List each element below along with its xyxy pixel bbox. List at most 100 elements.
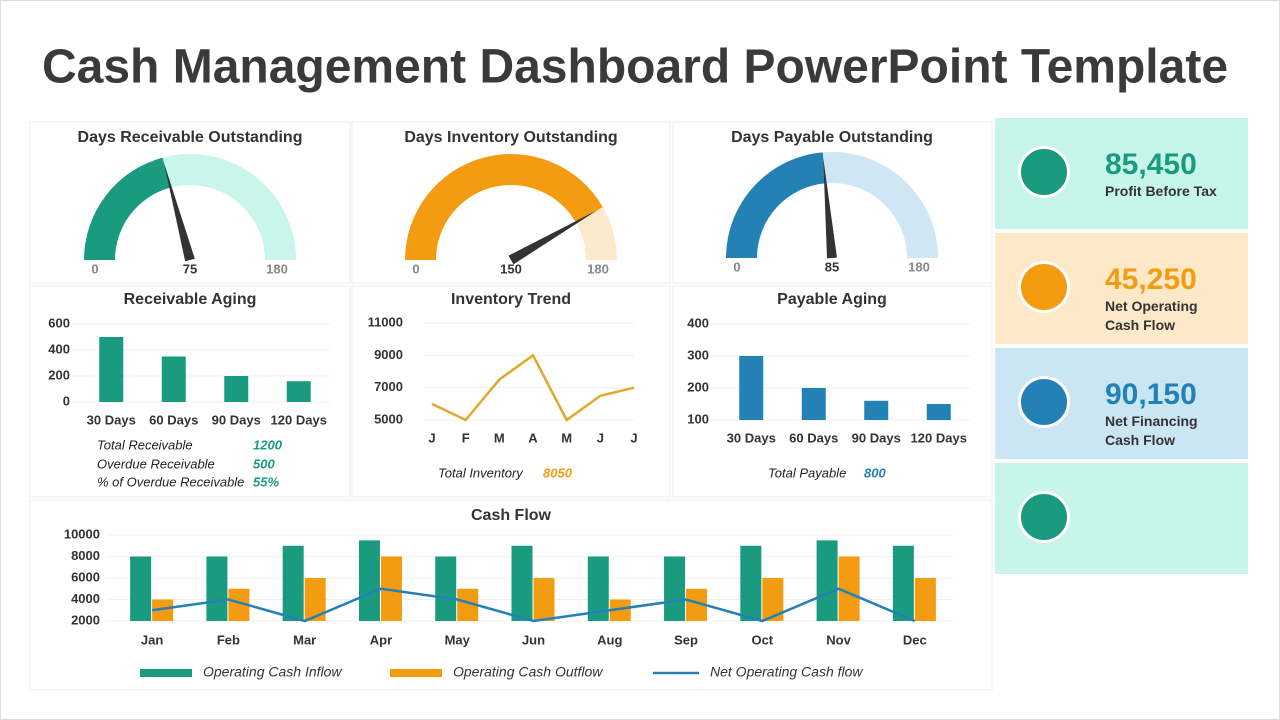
chart-title: Inventory Trend [451, 291, 571, 308]
bar [686, 588, 708, 621]
panel [351, 121, 671, 284]
x-tick-label: 60 Days [149, 412, 198, 427]
chart-title: Days Payable Outstanding [731, 129, 933, 146]
line [151, 587, 916, 623]
bar [739, 356, 764, 420]
summary-value: 8050 [543, 465, 573, 480]
bar [609, 599, 631, 621]
x-tick-label: Feb [217, 632, 240, 647]
y-tick-label: 5000 [374, 411, 403, 426]
y-tick-label: 400 [48, 341, 70, 356]
page-title: Cash Management Dashboard PowerPoint Tem… [42, 41, 1228, 94]
kpi-card: 90,150 Net Financing Cash Flow [995, 348, 1248, 459]
summary-value: 1200 [253, 437, 283, 452]
kpi-icon [1018, 491, 1070, 543]
chart-title: Cash Flow [471, 507, 552, 524]
gauge-max: 180 [587, 261, 609, 276]
gauge-fill [726, 152, 826, 258]
chart-title: Receivable Aging [124, 291, 257, 308]
y-tick-label: 8000 [71, 548, 100, 563]
kpi-card [995, 463, 1248, 574]
legend-label: Operating Cash Outflow [453, 664, 603, 680]
chart-title: Days Inventory Outstanding [404, 129, 617, 146]
kpi-value: 45,250 [1105, 263, 1197, 296]
x-tick-label: Jan [141, 632, 163, 647]
bar [587, 556, 609, 621]
x-tick-label: F [462, 430, 470, 445]
bar [206, 556, 228, 621]
bar [99, 337, 124, 402]
y-tick-label: 0 [63, 393, 70, 408]
gauge-min: 0 [733, 259, 740, 274]
x-tick-label: Apr [370, 632, 392, 647]
gauge-min: 0 [412, 261, 419, 276]
summary-value: 800 [864, 465, 886, 480]
summary-label: % of Overdue Receivable [97, 474, 244, 489]
y-tick-label: 200 [48, 367, 70, 382]
kpi-card: 45,250 Net Operating Cash Flow [995, 233, 1248, 344]
kpi-value: 90,150 [1105, 378, 1197, 411]
x-tick-label: Mar [293, 632, 316, 647]
gauge-needle [508, 210, 598, 265]
gauge-track [162, 154, 296, 260]
gauge-track [575, 207, 617, 260]
summary-label: Total Payable [768, 465, 846, 480]
kpi-icon [1018, 376, 1070, 428]
bar [161, 356, 186, 402]
x-tick-label: M [494, 430, 505, 445]
gauge-min: 0 [91, 261, 98, 276]
y-tick-label: 6000 [71, 569, 100, 584]
line [431, 353, 635, 422]
x-tick-label: 30 Days [727, 430, 776, 445]
x-tick-label: Sep [674, 632, 698, 647]
kpi-value: 85,450 [1105, 148, 1197, 181]
x-tick-label: M [561, 430, 572, 445]
bar [838, 556, 860, 621]
x-tick-label: A [528, 430, 538, 445]
gauge-track [822, 152, 938, 258]
gauge-fill [84, 157, 171, 260]
legend-label: Operating Cash Inflow [203, 664, 342, 680]
y-tick-label: 200 [687, 379, 709, 394]
bar [457, 588, 479, 621]
bar [130, 556, 152, 621]
bar [286, 381, 311, 402]
x-tick-label: Dec [903, 632, 927, 647]
gauge-needle [823, 158, 837, 259]
legend-swatch [140, 669, 192, 677]
bar [282, 545, 304, 621]
bar [533, 578, 555, 621]
gauge-max: 180 [908, 259, 930, 274]
gauge-fill [405, 153, 603, 260]
gauge-value: 75 [183, 261, 197, 276]
y-tick-label: 9000 [374, 347, 403, 362]
y-tick-label: 2000 [71, 612, 100, 627]
bar [926, 404, 951, 420]
y-tick-label: 300 [687, 347, 709, 362]
summary-label: Total Inventory [438, 465, 524, 480]
x-tick-label: 30 Days [87, 412, 136, 427]
kpi-label: Profit Before Tax [1105, 183, 1217, 199]
x-tick-label: Jun [522, 632, 545, 647]
x-tick-label: 90 Days [212, 412, 261, 427]
bar [664, 556, 686, 621]
summary-value: 500 [253, 456, 275, 471]
y-tick-label: 10000 [64, 526, 100, 541]
y-tick-label: 7000 [374, 379, 403, 394]
bar [740, 545, 762, 621]
x-tick-label: May [445, 632, 471, 647]
bar [801, 388, 826, 420]
bar [224, 376, 249, 402]
gauge-value: 150 [500, 261, 522, 276]
x-tick-label: 120 Days [911, 430, 967, 445]
bar [864, 400, 889, 420]
gauge-max: 180 [266, 261, 288, 276]
bar [435, 556, 457, 621]
y-tick-label: 11000 [368, 314, 403, 329]
kpi-card: 85,450 Profit Before Tax [995, 118, 1248, 229]
summary-label: Overdue Receivable [97, 456, 215, 471]
x-tick-label: J [597, 430, 604, 445]
bar [358, 540, 380, 621]
